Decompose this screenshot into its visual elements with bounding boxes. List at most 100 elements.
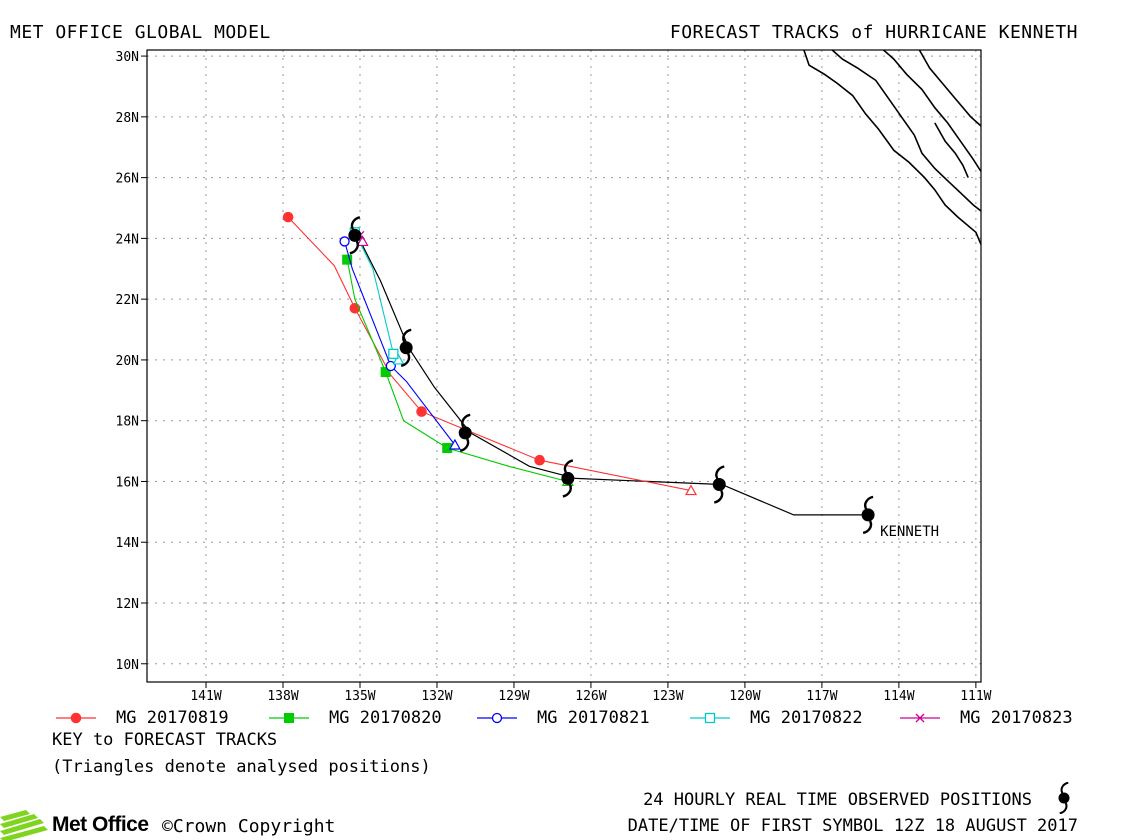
y-tick-label: 10N — [116, 658, 139, 673]
hurricane-eye — [458, 426, 472, 440]
analysed-position-triangle — [448, 438, 461, 450]
x-tick-label: 141W — [190, 689, 221, 704]
forecast-track-marker — [339, 236, 350, 247]
key-title: KEY to FORECAST TRACKS — [52, 730, 278, 750]
y-tick-label: 14N — [116, 536, 139, 551]
y-tick-label: 24N — [116, 232, 139, 247]
coastline-segment — [918, 49, 982, 127]
forecast-track-marker — [388, 348, 399, 359]
hurricane-symbol — [399, 328, 413, 367]
legend-swatch — [269, 713, 309, 723]
y-tick-label: 18N — [116, 415, 139, 430]
y-tick-label: 16N — [116, 475, 139, 490]
coastline-segment — [803, 49, 982, 245]
x-tick-label: 132W — [421, 689, 452, 704]
legend-swatch — [56, 712, 96, 724]
hurricane-eye — [399, 341, 413, 355]
hurricane-arm — [864, 495, 874, 510]
hurricane-arm — [459, 438, 470, 453]
plot-frame — [146, 49, 982, 683]
hurricane-arm — [862, 520, 873, 535]
axes: 141W 138W 135W 132W 129W 126W 123W 120W 117W 114W… — [116, 49, 992, 704]
legend-marker — [491, 712, 503, 724]
legend-swatch — [900, 713, 940, 723]
y-tick-label: 30N — [116, 50, 139, 65]
hurricane-arm — [562, 483, 572, 498]
x-tick-label: 138W — [267, 689, 298, 704]
hurricane-symbol — [712, 465, 726, 504]
chart-title: FORECAST TRACKS of HURRICANE KENNETH — [669, 22, 1078, 43]
observed-positions-note: 24 HOURLY REAL TIME OBSERVED POSITIONS — [643, 790, 1032, 810]
legend-label: MG 20170819 — [116, 708, 229, 728]
hurricane-arm — [1059, 802, 1068, 814]
hurricane-arm — [402, 328, 412, 343]
hurricane-arm — [563, 459, 574, 473]
storm-name-label: KENNETH — [880, 524, 939, 540]
x-tick-label: 123W — [652, 689, 683, 704]
hurricane-eye — [861, 508, 875, 522]
forecast-track-map: 141W 138W 135W 132W 129W 126W 123W 120W 117W 114W… — [116, 49, 992, 704]
forecast-track-line — [346, 259, 568, 483]
forecast-track-marker — [442, 443, 453, 454]
y-tick-label: 28N — [116, 111, 139, 126]
y-tick-label: 20N — [116, 354, 139, 369]
forecast-track-line — [344, 241, 456, 446]
key-note: (Triangles denote analysed positions) — [52, 757, 431, 777]
hurricane-symbol — [458, 413, 472, 453]
hurricane-symbol-icon — [1058, 782, 1070, 814]
x-tick-label: 129W — [498, 689, 529, 704]
analysed-position-triangle — [685, 484, 698, 496]
forecast-track-marker — [416, 406, 427, 417]
hurricane-symbol — [1058, 782, 1070, 814]
hurricane-arm — [715, 465, 725, 480]
legend-swatch — [690, 712, 730, 724]
analysed-position-triangle — [356, 235, 369, 247]
coastline-segment — [934, 122, 969, 178]
met-office-wordmark: Met Office — [52, 813, 149, 836]
forecast-track-line — [354, 232, 399, 361]
hurricane-arm — [713, 489, 724, 504]
y-tick-label: 12N — [116, 597, 139, 612]
legend-label: MG 20170823 — [960, 708, 1073, 728]
forecast-track-marker — [282, 211, 294, 223]
tracks — [282, 211, 869, 516]
coastline — [803, 49, 982, 245]
hurricane-arm — [349, 240, 359, 255]
hurricane-eye — [348, 228, 362, 242]
y-tick-label: 22N — [116, 293, 139, 308]
forecast-track-marker — [342, 254, 353, 265]
hurricane-eye — [712, 478, 726, 491]
hurricane-arm — [1060, 782, 1069, 794]
coastline-segment — [831, 49, 982, 212]
x-marker-stroke — [915, 713, 925, 723]
x-tick-label: 111W — [960, 689, 991, 704]
hurricane-symbol — [348, 216, 362, 255]
hurricane-arm — [400, 353, 411, 367]
coastline-segment — [882, 49, 982, 172]
legend-marker — [284, 713, 294, 723]
legend-marker — [70, 712, 82, 724]
grid-lines — [147, 50, 981, 682]
model-title: MET OFFICE GLOBAL MODEL — [10, 22, 271, 43]
forecast-track-marker — [380, 367, 391, 378]
x-tick-label: 117W — [806, 689, 837, 704]
legend-label: MG 20170821 — [537, 708, 650, 728]
observed-track-line — [356, 235, 869, 516]
hurricane-eye — [561, 471, 575, 485]
hurricane-eye — [1058, 792, 1070, 804]
x-tick-label: 126W — [575, 689, 606, 704]
hurricane-symbol — [561, 459, 575, 498]
observed-symbols: KENNETH — [348, 216, 939, 540]
copyright: ©Crown Copyright — [162, 816, 336, 837]
x-tick-label: 114W — [883, 689, 914, 704]
analysed-position-triangle — [392, 353, 405, 365]
y-tick-label: 26N — [116, 172, 139, 187]
legend-marker — [704, 712, 716, 724]
legend-label: MG 20170822 — [750, 708, 863, 728]
hurricane-arm — [350, 216, 361, 230]
hurricane-arm — [461, 413, 471, 428]
legend-swatch — [477, 712, 517, 724]
first-symbol-date: DATE/TIME OF FIRST SYMBOL 12Z 18 AUGUST … — [627, 816, 1078, 836]
met-office-logo-icon — [0, 810, 48, 840]
hurricane-symbol — [861, 495, 875, 535]
